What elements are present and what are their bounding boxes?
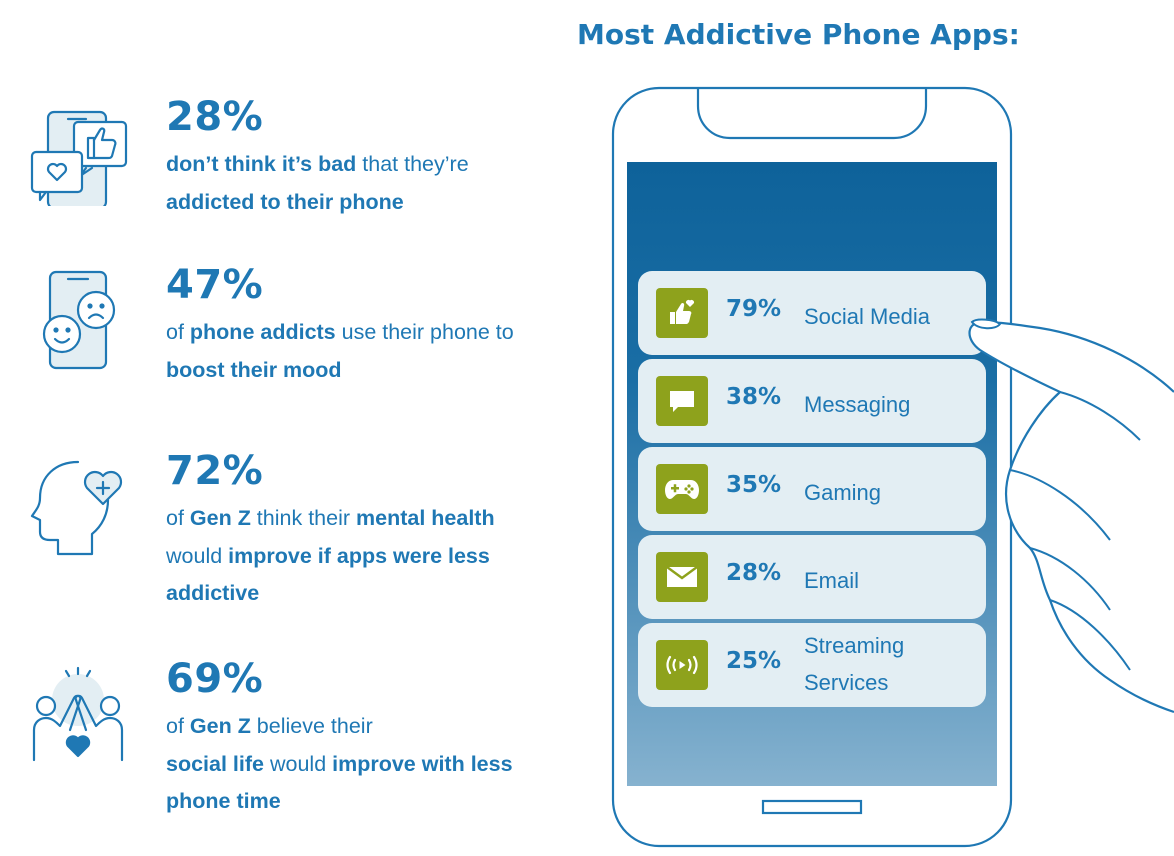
app-percent: 28%	[726, 560, 782, 586]
stat-text-part: would	[264, 751, 333, 776]
phone-notch	[696, 88, 928, 140]
stat-description: don’t think it’s bad that they’re addict…	[166, 146, 556, 221]
stat-description: of Gen Z think their mental health would…	[166, 500, 556, 613]
stat-text-part: Gen Z	[189, 506, 251, 530]
stat-percent: 47%	[166, 262, 264, 308]
head-heart-icon	[30, 460, 123, 556]
stat-text-part: mental health	[356, 506, 495, 530]
app-row-gaming: 35% Gaming	[638, 447, 986, 531]
thumbs-up-heart-icon	[656, 288, 708, 338]
app-row-social-media: 79% Social Media	[638, 271, 986, 355]
phone-moods-icon	[42, 270, 116, 370]
app-name: Messaging	[804, 392, 911, 417]
app-name: Gaming	[804, 480, 882, 505]
high-five-heart-icon	[32, 666, 124, 762]
app-percent: 79%	[726, 296, 782, 322]
app-percent: 35%	[726, 472, 782, 498]
stat-text-part: use their phone to	[335, 320, 514, 344]
stat-percent: 69%	[166, 656, 264, 702]
stat-text-part: of	[166, 714, 190, 738]
stat-text-part: addicted to their phone	[166, 189, 404, 214]
stat-text-part: phone addicts	[189, 320, 336, 344]
chart-title: Most Addictive Phone Apps:	[577, 18, 1020, 51]
stat-percent: 72%	[166, 448, 264, 494]
home-bar	[761, 799, 863, 815]
stat-text-part: think their	[250, 506, 356, 530]
stat-text-part: boost their mood	[166, 357, 342, 382]
message-bubble-icon	[656, 376, 708, 426]
stat-text-part: improve if apps were less addictive	[166, 543, 490, 606]
stat-percent: 28%	[166, 94, 264, 140]
app-percent: 25%	[726, 648, 782, 674]
stat-text-part: would	[166, 543, 229, 568]
stat-text-part: of	[166, 506, 190, 530]
app-name: Social Media	[804, 304, 930, 329]
stat-text-part: believe their	[250, 714, 373, 738]
app-name: Streaming Services	[804, 633, 905, 695]
app-name: Email	[804, 568, 860, 593]
stat-text-part: of	[166, 320, 190, 344]
app-row-messaging: 38% Messaging	[638, 359, 986, 443]
stat-text-part: improve with less phone time	[166, 751, 513, 814]
phone-likes-icon	[30, 110, 128, 206]
envelope-icon	[656, 552, 708, 602]
stat-text-part: don’t think it’s bad	[166, 152, 357, 176]
stat-description: of phone addicts use their phone to boos…	[166, 314, 556, 389]
broadcast-icon	[656, 640, 708, 690]
app-percent: 38%	[726, 384, 782, 410]
gamepad-icon	[656, 464, 708, 514]
stat-text-part: social life	[166, 751, 264, 776]
stat-text-part: Gen Z	[189, 714, 251, 738]
stat-text-part: that they’re	[356, 152, 469, 176]
app-row-email: 28% Email	[638, 535, 986, 619]
stat-description: of Gen Z believe their social life would…	[166, 708, 556, 821]
app-row-streaming: 25% Streaming Services	[638, 623, 986, 707]
